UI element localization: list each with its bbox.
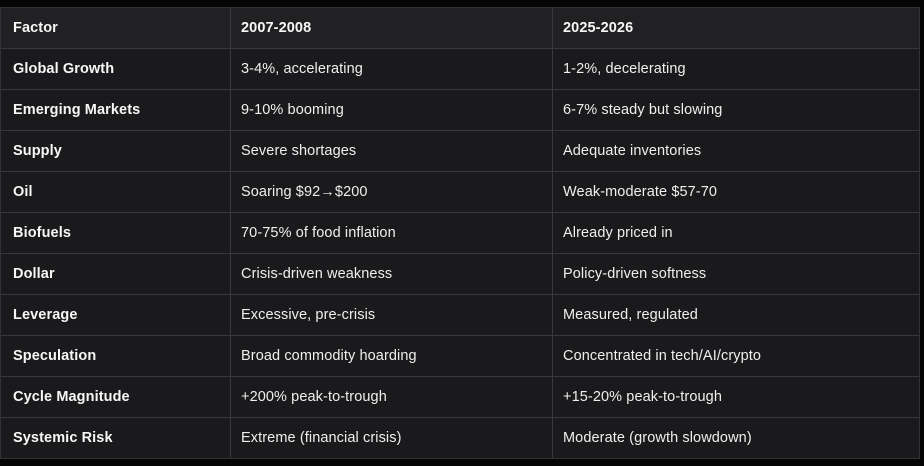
cell-2025-2026: Moderate (growth slowdown) <box>552 418 919 458</box>
cell-2025-2026: 1-2%, decelerating <box>552 49 919 89</box>
table-row-cycle-magnitude: Cycle Magnitude +200% peak-to-trough +15… <box>1 377 919 418</box>
cell-factor: Dollar <box>13 266 55 282</box>
table-row-global-growth: Global Growth 3-4%, accelerating 1-2%, d… <box>1 49 919 90</box>
comparison-table: Factor 2007-2008 2025-2026 Global Growth… <box>0 7 920 459</box>
table-row-supply: Supply Severe shortages Adequate invento… <box>1 131 919 172</box>
table-row-emerging-markets: Emerging Markets 9-10% booming 6-7% stea… <box>1 90 919 131</box>
table-row-biofuels: Biofuels 70-75% of food inflation Alread… <box>1 213 919 254</box>
cell-2007-2008: Soaring $92→$200 <box>230 172 552 212</box>
table-header-row: Factor 2007-2008 2025-2026 <box>1 8 919 49</box>
table-row-dollar: Dollar Crisis-driven weakness Policy-dri… <box>1 254 919 295</box>
cell-factor: Global Growth <box>13 61 115 77</box>
column-header-2025-2026: 2025-2026 <box>552 8 919 48</box>
cell-factor: Oil <box>13 184 33 200</box>
cell-factor: Supply <box>13 143 62 159</box>
cell-2025-2026: Measured, regulated <box>552 295 919 335</box>
cell-factor: Cycle Magnitude <box>13 389 130 405</box>
cell-2007-2008: Broad commodity hoarding <box>230 336 552 376</box>
cell-factor: Speculation <box>13 348 97 364</box>
cell-2025-2026: Already priced in <box>552 213 919 253</box>
cell-2025-2026: Weak-moderate $57-70 <box>552 172 919 212</box>
cell-2025-2026: Adequate inventories <box>552 131 919 171</box>
cell-factor: Biofuels <box>13 225 71 241</box>
cell-2007-2008: Extreme (financial crisis) <box>230 418 552 458</box>
cell-factor: Leverage <box>13 307 78 323</box>
cell-2007-2008: 3-4%, accelerating <box>230 49 552 89</box>
table-row-leverage: Leverage Excessive, pre-crisis Measured,… <box>1 295 919 336</box>
cell-2025-2026: Concentrated in tech/AI/crypto <box>552 336 919 376</box>
table-row-systemic-risk: Systemic Risk Extreme (financial crisis)… <box>1 418 919 458</box>
cell-2007-2008: 70-75% of food inflation <box>230 213 552 253</box>
table-row-speculation: Speculation Broad commodity hoarding Con… <box>1 336 919 377</box>
column-header-2007-2008: 2007-2008 <box>230 8 552 48</box>
cell-2007-2008: Severe shortages <box>230 131 552 171</box>
cell-factor: Emerging Markets <box>13 102 141 118</box>
cell-2007-2008: +200% peak-to-trough <box>230 377 552 417</box>
table-row-oil: Oil Soaring $92→$200 Weak-moderate $57-7… <box>1 172 919 213</box>
cell-2007-2008: 9-10% booming <box>230 90 552 130</box>
cell-2007-2008: Crisis-driven weakness <box>230 254 552 294</box>
cell-2007-2008: Excessive, pre-crisis <box>230 295 552 335</box>
cell-2025-2026: 6-7% steady but slowing <box>552 90 919 130</box>
cell-2025-2026: Policy-driven softness <box>552 254 919 294</box>
cell-2025-2026: +15-20% peak-to-trough <box>552 377 919 417</box>
cell-factor: Systemic Risk <box>13 430 113 446</box>
column-header-factor: Factor <box>13 20 58 36</box>
